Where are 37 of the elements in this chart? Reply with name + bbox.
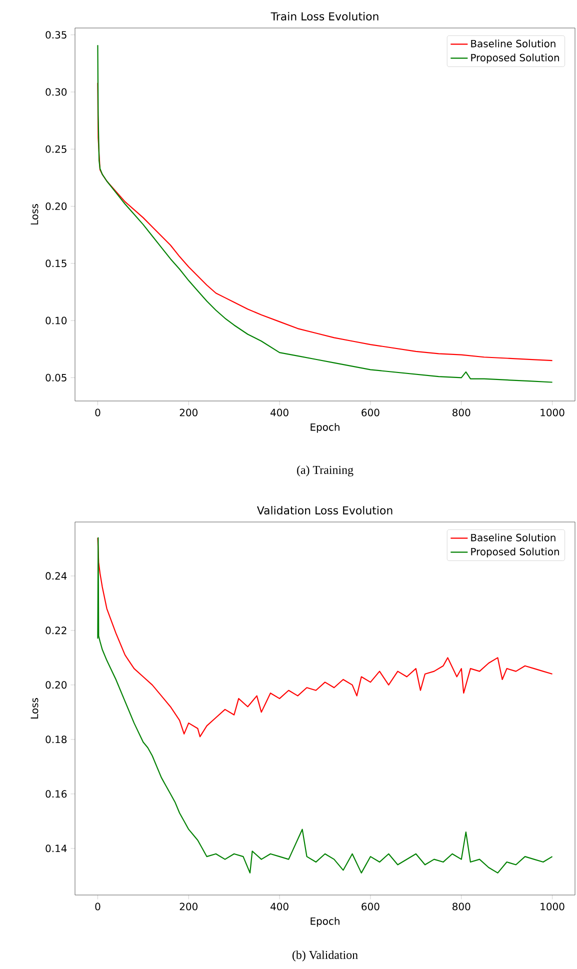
x-tick-label: 600 [362, 408, 380, 416]
y-tick-label: 0.30 [46, 88, 67, 96]
text: (b) Validation [292, 950, 358, 962]
x-tick-label: 600 [362, 902, 380, 910]
y-tick-label: 0.15 [46, 260, 66, 268]
chart-title: Validation Loss Evolution [256, 506, 392, 514]
x-axis-title: Epoch [310, 917, 340, 927]
x-tick-label: 200 [180, 408, 198, 416]
chart-title: Train Loss Evolution [270, 12, 378, 20]
x-tick-label: 400 [270, 902, 288, 910]
y-tick-label: 0.24 [46, 572, 67, 580]
x-tick-label: 1000 [540, 902, 564, 910]
y-tick-label: 0.25 [46, 145, 66, 153]
y-tick-label: 0.10 [46, 316, 67, 324]
y-tick-label: 0.35 [46, 31, 66, 39]
y-tick-label: 0.16 [46, 790, 67, 798]
x-tick-label: 0 [95, 902, 100, 910]
x-tick-label: 1000 [540, 408, 564, 416]
y-tick-label: 0.22 [46, 626, 66, 634]
legend-label: Baseline Solution [471, 40, 556, 48]
y-axis-title: Loss [30, 204, 38, 224]
legend-label: Proposed Solution [471, 548, 559, 558]
x-tick-label: 400 [270, 408, 288, 416]
legend-label: Baseline Solution [471, 534, 556, 542]
y-tick-label: 0.18 [46, 736, 67, 744]
x-tick-label: 200 [180, 902, 198, 910]
y-tick-label: 0.20 [46, 202, 67, 210]
y-axis-title: Loss [30, 698, 38, 718]
y-tick-label: 0.05 [46, 374, 66, 382]
legend-label: Proposed Solution [471, 54, 559, 64]
text: (a) Training [297, 466, 354, 476]
y-tick-label: 0.14 [46, 844, 67, 852]
x-axis-title: Epoch [310, 423, 340, 433]
x-tick-label: 0 [95, 408, 100, 416]
y-tick-label: 0.20 [46, 681, 67, 689]
x-tick-label: 800 [452, 902, 470, 910]
x-tick-label: 800 [452, 408, 470, 416]
